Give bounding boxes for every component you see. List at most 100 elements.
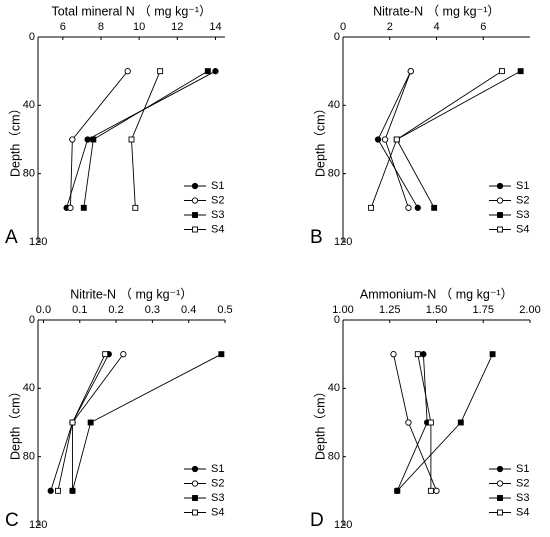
y-tick-label: 0 (29, 314, 35, 326)
marker (496, 197, 504, 204)
x-tick-label: 2.00 (519, 304, 540, 316)
panel: Ammonium-N （ mg kg⁻¹） 1.00 1.25 1.50 1.75 2.0… (310, 287, 541, 531)
x-tick-label: 0 (340, 21, 346, 33)
y-tick-label: 40 (23, 99, 35, 111)
panel: Total mineral N （ mg kg⁻¹） 6 8 10 12 14 0 40 80 1… (5, 4, 225, 248)
series-line (69, 70, 129, 208)
marker (368, 204, 374, 211)
marker (69, 136, 76, 143)
series-line (370, 70, 503, 208)
marker (374, 136, 382, 143)
marker (497, 495, 503, 501)
x-tick-label: 0.3 (145, 304, 160, 316)
panel: Nitrite-N （ mg kg⁻¹） 0.0 0.1 0.2 0.3 0.4 0.5 0 4… (5, 287, 233, 531)
legend-label: S3 (516, 492, 529, 504)
x-tick-label: 0.0 (36, 304, 51, 316)
marker (191, 197, 199, 204)
y-tick-label: 40 (328, 99, 340, 111)
marker (420, 351, 427, 358)
marker (497, 212, 503, 218)
marker (191, 480, 199, 487)
legend-label: S1 (516, 463, 529, 475)
series-line (50, 353, 110, 491)
x-tick-label: 2 (387, 21, 393, 33)
legend-label: S3 (516, 209, 529, 221)
y-tick-label: 80 (328, 451, 340, 463)
marker (497, 509, 503, 516)
marker (90, 136, 97, 143)
y-tick-label: 40 (23, 382, 35, 394)
marker (407, 68, 414, 75)
y-tick-label: 80 (23, 168, 35, 180)
legend-label: S2 (516, 194, 529, 206)
marker (517, 68, 524, 75)
marker (102, 351, 109, 358)
x-tick-label: 4 (433, 21, 439, 33)
y-tick-label: 40 (328, 382, 340, 394)
x-tick-label: 0.2 (108, 304, 123, 316)
x-tick-label: 1.00 (332, 304, 353, 316)
legend-label: S2 (211, 477, 224, 489)
x-axis-title: Nitrite-N （ mg kg⁻¹） (70, 287, 193, 301)
marker (496, 182, 504, 190)
marker (405, 204, 412, 211)
marker (192, 509, 198, 516)
marker (132, 204, 139, 211)
marker (157, 68, 164, 75)
y-axis-title: Depth（cm） (8, 102, 22, 177)
marker (393, 136, 400, 143)
marker (84, 136, 91, 143)
x-tick-label: 6 (480, 21, 486, 33)
marker (499, 68, 505, 75)
y-tick-label: 80 (328, 168, 340, 180)
legend-label: S3 (211, 492, 224, 504)
x-axis-title: Nitrate-N （ mg kg⁻¹） (373, 4, 500, 18)
marker (405, 419, 412, 426)
y-axis-title: Depth（cm） (313, 385, 327, 460)
panel-label: D (310, 510, 324, 531)
series-line (131, 70, 161, 208)
marker (87, 419, 94, 426)
marker (489, 351, 496, 358)
x-tick-label: 0.5 (217, 304, 232, 316)
marker (433, 487, 440, 494)
marker (414, 351, 421, 358)
series-line (83, 70, 209, 208)
panel-label: A (5, 227, 18, 248)
x-tick-label: 1.50 (426, 304, 447, 316)
marker (120, 351, 127, 358)
marker (128, 136, 135, 143)
legend-label: S1 (211, 180, 224, 192)
marker (431, 204, 438, 211)
y-tick-label: 120 (334, 519, 352, 531)
legend-label: S2 (516, 477, 529, 489)
x-tick-label: 0.4 (181, 304, 196, 316)
marker (204, 68, 211, 75)
marker (427, 419, 434, 426)
legend-label: S4 (516, 223, 529, 235)
x-tick-label: 6 (60, 21, 66, 33)
y-tick-label: 120 (334, 236, 352, 248)
legend-label: S4 (211, 506, 224, 518)
marker (496, 480, 504, 487)
x-tick-label: 14 (209, 21, 221, 33)
x-axis-title: Total mineral N （ mg kg⁻¹） (51, 4, 211, 18)
marker (69, 487, 76, 494)
legend-label: S1 (516, 180, 529, 192)
x-tick-label: 0.1 (72, 304, 87, 316)
y-tick-label: 0 (334, 314, 340, 326)
legend-label: S1 (211, 463, 224, 475)
y-tick-label: 80 (23, 451, 35, 463)
marker (192, 212, 198, 218)
x-tick-label: 1.75 (473, 304, 494, 316)
marker (414, 204, 421, 211)
marker (124, 68, 131, 75)
series-line (72, 353, 222, 491)
marker (427, 487, 434, 494)
marker (47, 487, 54, 494)
marker (192, 495, 198, 501)
panel-label: B (310, 227, 323, 248)
marker (496, 465, 504, 473)
marker (69, 419, 76, 426)
